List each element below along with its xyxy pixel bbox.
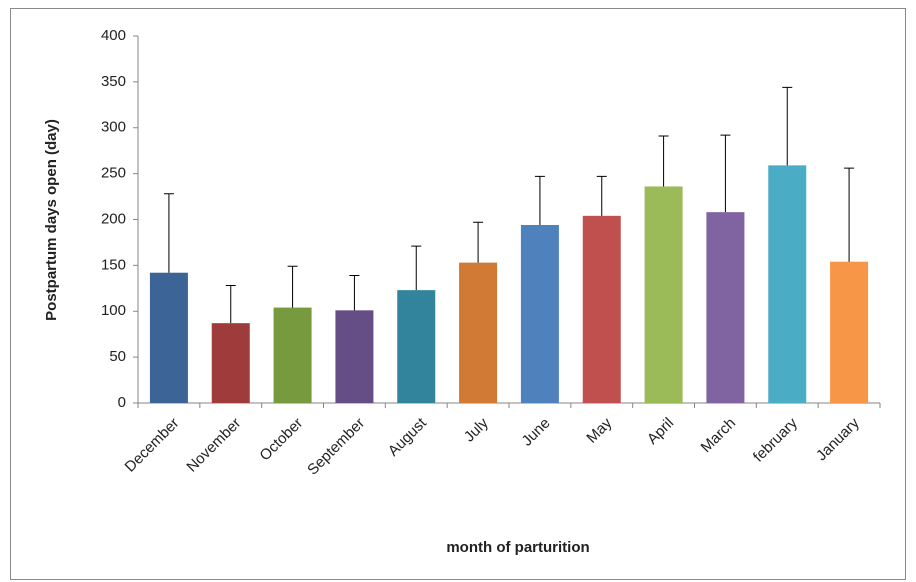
bar [830, 261, 869, 403]
error-bar [473, 221, 484, 263]
y-tick-label: 350 [101, 73, 126, 90]
y-tick-label: 100 [101, 302, 126, 319]
bar [211, 323, 250, 403]
y-axis-title: Postpartum days open (day) [43, 119, 60, 321]
bar [397, 290, 436, 403]
bar [335, 310, 374, 403]
bar [768, 165, 807, 403]
error-bar [534, 175, 545, 226]
y-tick-label: 0 [118, 394, 126, 411]
y-tick-label: 200 [101, 210, 126, 227]
error-bar [225, 285, 236, 324]
y-tick-label: 250 [101, 165, 126, 182]
y-tick-label: 300 [101, 119, 126, 136]
error-bar [287, 265, 298, 308]
error-bar [782, 86, 793, 166]
bar [520, 225, 559, 403]
error-bar [163, 193, 174, 273]
y-tick-label: 50 [109, 348, 126, 365]
error-bar [596, 175, 607, 216]
bar [149, 272, 188, 403]
y-tick-label: 150 [101, 256, 126, 273]
error-bar [720, 134, 731, 213]
error-bar [411, 245, 422, 291]
error-bar [658, 135, 669, 187]
bar [273, 307, 312, 403]
bar [459, 262, 498, 403]
bar [644, 186, 683, 403]
error-bar [349, 274, 360, 311]
x-axis-title: month of parturition [446, 539, 589, 556]
bar [706, 212, 745, 403]
error-bar [844, 167, 855, 262]
y-tick-label: 400 [101, 27, 126, 44]
bar [582, 215, 621, 403]
